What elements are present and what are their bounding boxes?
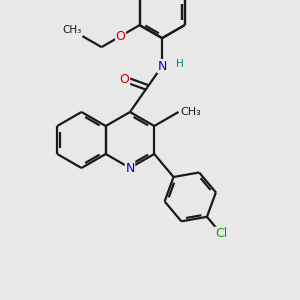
Text: H: H	[176, 59, 184, 69]
Text: Cl: Cl	[215, 227, 227, 240]
Text: N: N	[125, 161, 135, 175]
Text: O: O	[120, 73, 130, 86]
Text: O: O	[116, 30, 125, 43]
Text: N: N	[158, 60, 167, 73]
Text: CH₃: CH₃	[62, 25, 81, 35]
Text: CH₃: CH₃	[181, 107, 201, 117]
